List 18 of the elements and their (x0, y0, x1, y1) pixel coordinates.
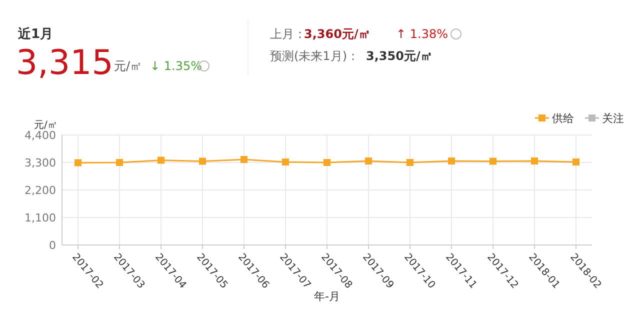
text: 3,350元/㎡ (366, 49, 432, 63)
text: ↑ 1.38% (396, 27, 448, 41)
y-axis-title: 元/㎡ (34, 120, 58, 131)
text: 3,315 (16, 43, 114, 83)
text: ↓ 1.35% (150, 59, 202, 73)
text: 元/㎡ (114, 59, 142, 73)
y-tick-label: 3,300 (24, 156, 56, 170)
legend-label: 关注 (602, 112, 624, 125)
text: 上月： (270, 27, 306, 41)
y-tick-label: 2,200 (24, 184, 56, 197)
text: 3,360元/㎡ (304, 27, 370, 41)
y-tick-label: 1,100 (24, 212, 56, 224)
y-tick-label: 4,400 (24, 129, 56, 142)
text: 近1月 (17, 26, 54, 42)
legend-label: 供给 (552, 112, 574, 125)
text: 预测(未来1月)： (270, 49, 359, 63)
x-axis-title: 年-月 (314, 290, 340, 303)
y-tick-label: 0 (49, 239, 56, 252)
